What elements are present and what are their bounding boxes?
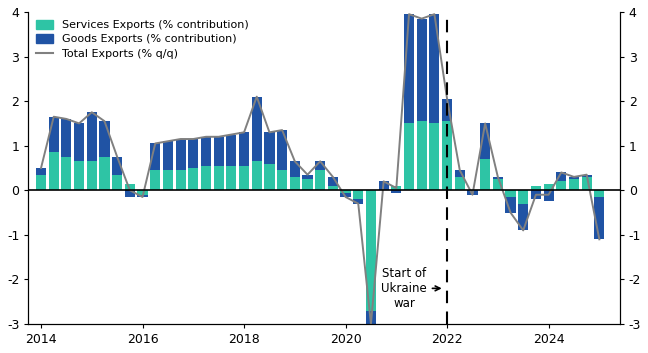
Bar (505, 190, 516, 197)
Bar (36, 168, 46, 175)
Bar (582, 177, 592, 190)
Bar (277, 170, 287, 190)
Bar (239, 166, 249, 190)
Bar (62, 157, 71, 190)
Bar (505, 197, 516, 213)
Bar (544, 184, 553, 190)
Bar (277, 130, 287, 170)
Bar (417, 121, 427, 190)
Bar (480, 159, 491, 190)
Bar (99, 121, 110, 157)
Text: Start of
Ukraine
war: Start of Ukraine war (381, 267, 440, 310)
Bar (87, 112, 97, 161)
Bar (150, 170, 160, 190)
Bar (430, 124, 439, 190)
Bar (188, 168, 198, 190)
Bar (226, 166, 237, 190)
Bar (176, 139, 186, 170)
Bar (163, 141, 173, 170)
Bar (378, 181, 389, 190)
Bar (251, 97, 262, 161)
Bar (303, 175, 312, 179)
Bar (315, 161, 325, 170)
Bar (492, 177, 503, 179)
Bar (62, 119, 71, 157)
Bar (49, 117, 59, 152)
Bar (455, 170, 465, 177)
Bar (74, 124, 84, 161)
Bar (214, 166, 224, 190)
Bar (556, 181, 566, 190)
Bar (264, 132, 275, 163)
Bar (340, 190, 351, 192)
Bar (125, 184, 135, 190)
Legend: Services Exports (% contribution), Goods Exports (% contribution), Total Exports: Services Exports (% contribution), Goods… (34, 18, 251, 61)
Bar (226, 134, 237, 166)
Bar (315, 170, 325, 190)
Bar (582, 175, 592, 177)
Bar (251, 161, 262, 190)
Bar (594, 197, 605, 239)
Bar (518, 204, 528, 231)
Bar (467, 190, 478, 195)
Bar (188, 139, 198, 168)
Bar (239, 132, 249, 166)
Bar (201, 166, 211, 190)
Bar (442, 121, 452, 190)
Bar (303, 179, 312, 190)
Bar (492, 179, 503, 190)
Bar (544, 190, 553, 202)
Bar (353, 190, 364, 199)
Bar (340, 192, 351, 197)
Bar (556, 173, 566, 181)
Bar (176, 170, 186, 190)
Bar (518, 190, 528, 204)
Bar (391, 186, 401, 190)
Bar (531, 190, 541, 199)
Bar (366, 190, 376, 311)
Bar (328, 177, 338, 186)
Bar (112, 157, 122, 175)
Bar (480, 124, 491, 159)
Bar (137, 190, 148, 195)
Bar (74, 161, 84, 190)
Bar (417, 19, 427, 121)
Bar (404, 14, 414, 124)
Bar (112, 175, 122, 190)
Bar (430, 14, 439, 124)
Bar (353, 199, 364, 204)
Bar (290, 161, 300, 177)
Bar (531, 186, 541, 190)
Bar (125, 190, 135, 197)
Bar (137, 195, 148, 197)
Bar (201, 137, 211, 166)
Bar (214, 137, 224, 166)
Bar (569, 179, 579, 190)
Bar (569, 177, 579, 179)
Bar (87, 161, 97, 190)
Bar (290, 177, 300, 190)
Bar (442, 99, 452, 121)
Bar (594, 190, 605, 197)
Bar (328, 186, 338, 190)
Bar (264, 163, 275, 190)
Bar (404, 124, 414, 190)
Bar (455, 177, 465, 190)
Bar (366, 311, 376, 324)
Bar (163, 170, 173, 190)
Bar (391, 190, 401, 192)
Bar (99, 157, 110, 190)
Bar (36, 175, 46, 190)
Bar (150, 143, 160, 170)
Bar (49, 152, 59, 190)
